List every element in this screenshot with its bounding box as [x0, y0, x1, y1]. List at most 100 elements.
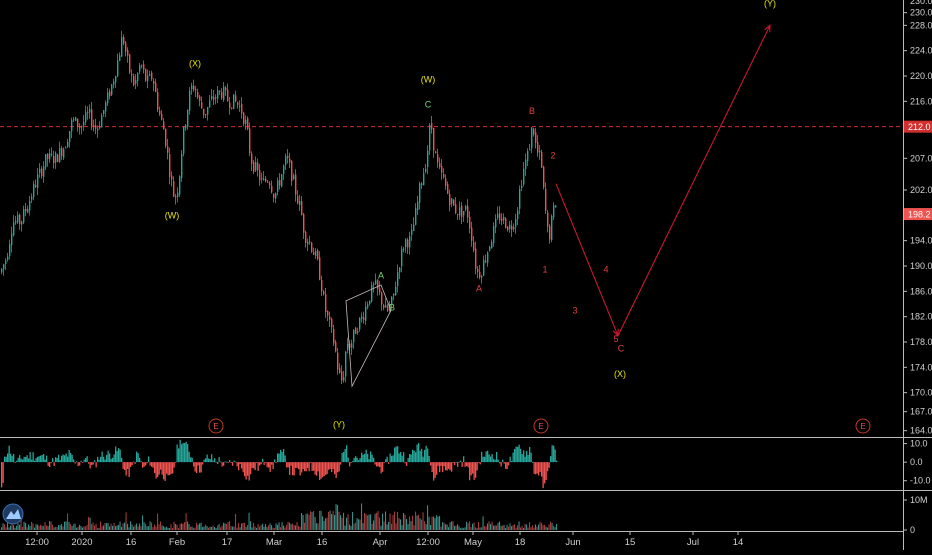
- oscillator-bar: [98, 459, 100, 463]
- price-tick-label: 230.0: [910, 8, 932, 18]
- oscillator-bar: [65, 453, 67, 463]
- candle-body: [281, 174, 283, 187]
- oscillator-bar: [436, 462, 438, 475]
- candle-body: [477, 269, 479, 272]
- volume-bar: [404, 514, 406, 530]
- volume-bar: [521, 525, 523, 530]
- time-tick-label: 14: [733, 537, 744, 548]
- candle-body: [333, 329, 335, 344]
- oscillator-bar: [551, 445, 553, 463]
- candle-body: [295, 174, 297, 195]
- volume-bar: [76, 527, 78, 530]
- candle-body: [319, 257, 321, 280]
- oscillator-bar: [406, 462, 408, 466]
- candle-body: [285, 156, 287, 165]
- volume-bar: [38, 525, 40, 530]
- oscillator-bar: [71, 454, 73, 463]
- time-axis[interactable]: 12:00 2020 16 Feb 17 Mar 16 Apr 12:00 May 18 Jun 15 J…: [0, 531, 903, 548]
- volume-bar: [118, 524, 120, 530]
- volume-bar: [28, 524, 30, 530]
- candle-body: [305, 232, 307, 243]
- volume-bar: [440, 526, 442, 530]
- wave-label: (W): [165, 211, 180, 221]
- oscillator-bar: [38, 456, 40, 463]
- volume-bar: [130, 521, 132, 530]
- candle-body: [341, 371, 343, 381]
- oscillator-bar: [67, 456, 69, 463]
- candle-body: [289, 158, 291, 163]
- oscillator-bar: [296, 462, 298, 468]
- oscillator-bar: [319, 462, 321, 480]
- volume-bar: [278, 522, 280, 530]
- oscillator-pane: [1, 439, 558, 489]
- volume-bar: [470, 527, 472, 530]
- oscillator-bar: [92, 462, 94, 465]
- volume-bar: [127, 523, 129, 530]
- candle-body: [11, 233, 13, 246]
- volume-bar: [364, 512, 366, 530]
- candle-body: [459, 207, 461, 216]
- oscillator-bar: [140, 461, 142, 463]
- oscillator-bar: [89, 462, 91, 469]
- volume-bar: [239, 527, 241, 530]
- candle-body: [431, 123, 433, 130]
- oscillator-bar: [184, 443, 186, 463]
- volume-bar: [538, 524, 540, 530]
- volume-bar: [302, 515, 304, 530]
- candle-body: [299, 201, 301, 205]
- candle-body: [335, 342, 337, 352]
- oscillator-bar: [493, 459, 495, 463]
- volume-bar: [340, 515, 342, 530]
- oscillator-bar: [214, 458, 216, 463]
- oscillator-bar: [424, 449, 426, 463]
- candle-body: [481, 276, 483, 278]
- volume-bar: [287, 521, 289, 530]
- candle-body: [517, 210, 519, 220]
- oscillator-bar: [169, 462, 171, 476]
- event-marker-circle: [855, 418, 871, 434]
- volume-bar: [275, 523, 277, 530]
- volume-bar: [136, 523, 138, 530]
- wave-label: B: [389, 302, 395, 312]
- volume-bar: [44, 521, 46, 530]
- price-tick-label: 174.0: [910, 362, 932, 372]
- volume-bar: [452, 521, 454, 530]
- volume-bar: [509, 523, 511, 530]
- oscillator-bar: [310, 462, 312, 463]
- oscillator-bar: [364, 453, 366, 463]
- oscillator-bar: [449, 462, 451, 471]
- volume-bar: [199, 523, 201, 530]
- volume-bar: [415, 511, 417, 530]
- candle-body: [255, 162, 257, 171]
- volume-bar: [424, 521, 426, 530]
- candle-body: [361, 316, 363, 319]
- candle-body: [473, 242, 475, 251]
- oscillator-bar: [386, 456, 388, 463]
- candle-body: [199, 96, 201, 101]
- candle-body: [217, 90, 219, 99]
- volume-bar: [355, 522, 357, 530]
- oscillator-bar: [127, 462, 129, 470]
- candle-body: [441, 166, 443, 173]
- candle-body: [515, 219, 517, 227]
- candle-body: [479, 271, 481, 278]
- volume-bar: [367, 515, 369, 530]
- volume-bar: [152, 527, 154, 530]
- volume-bar: [410, 521, 412, 530]
- oscillator-bar: [365, 449, 367, 463]
- volume-bar: [209, 526, 211, 530]
- candle-body: [539, 150, 541, 153]
- price-tick-label: 167.0: [910, 407, 932, 417]
- oscillator-bar: [554, 449, 556, 463]
- volume-bar: [88, 517, 90, 530]
- volume-bar: [31, 521, 33, 530]
- candle-body: [519, 189, 521, 209]
- price-axis[interactable]: 230.0 228.0 224.0 220.0 216.0 212.0 207.0 202.0…: [903, 0, 932, 535]
- volume-bar: [506, 524, 508, 530]
- volume-bar: [379, 517, 381, 530]
- volume-bar: [188, 524, 190, 530]
- candle-body: [97, 128, 99, 131]
- volume-bar: [502, 525, 504, 530]
- logo[interactable]: [2, 503, 24, 525]
